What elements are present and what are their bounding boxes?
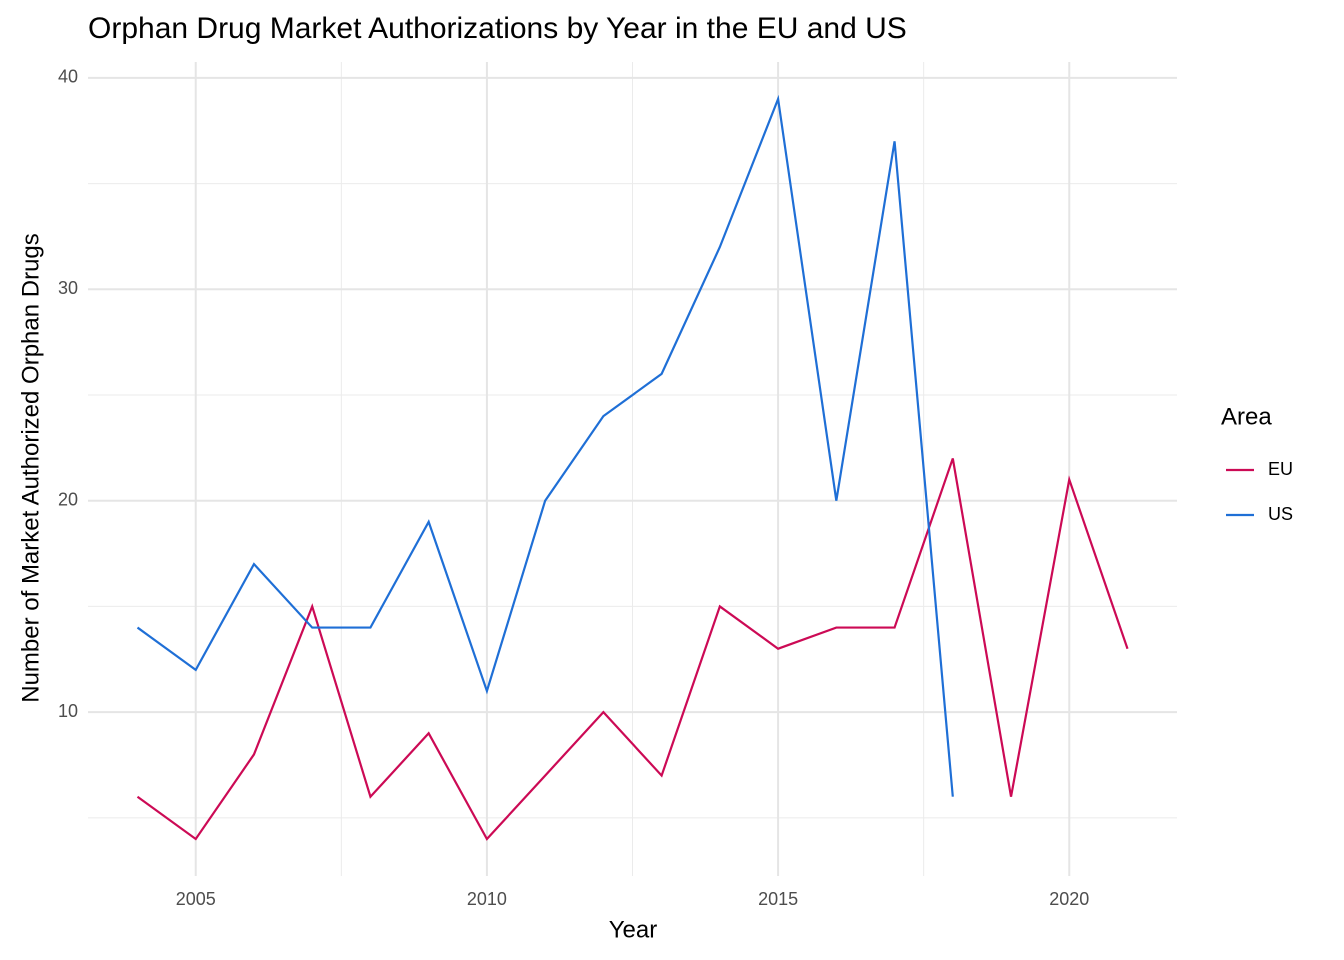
- x-tick-label: 2010: [467, 889, 507, 909]
- y-tick-label: 30: [58, 278, 78, 298]
- y-tick-label: 40: [58, 67, 78, 87]
- x-tick-label: 2020: [1049, 889, 1089, 909]
- legend-label: EU: [1268, 459, 1293, 479]
- x-tick-label: 2015: [758, 889, 798, 909]
- x-tick-label: 2005: [176, 889, 216, 909]
- legend-label: US: [1268, 504, 1293, 524]
- y-tick-label: 10: [58, 701, 78, 721]
- series-line: [136, 94, 954, 797]
- y-tick-label: 20: [58, 489, 78, 509]
- y-axis-label: Number of Market Authorized Orphan Drugs: [17, 233, 44, 703]
- x-axis-label: Year: [609, 916, 658, 943]
- grid: [88, 62, 1177, 876]
- series-line: [136, 458, 1129, 841]
- legend-title: Area: [1221, 403, 1272, 430]
- chart-title: Orphan Drug Market Authorizations by Yea…: [88, 12, 907, 45]
